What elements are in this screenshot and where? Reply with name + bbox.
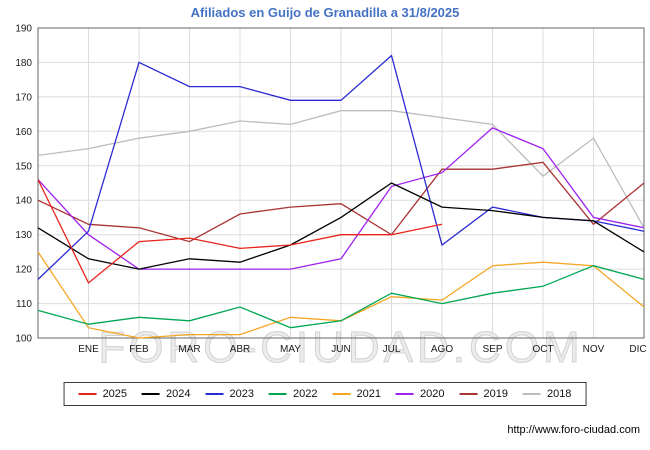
legend-swatch	[395, 393, 414, 395]
x-tick-label: JUL	[383, 344, 401, 355]
y-tick-label: 160	[15, 127, 32, 138]
line-chart: 100 110 120 130 140 150 160 170 180 190 FORO-CIUDA…	[0, 22, 650, 374]
legend-label: 2023	[229, 388, 255, 400]
legend-swatch	[522, 393, 541, 395]
y-tick-label: 130	[15, 230, 32, 241]
legend-swatch	[78, 393, 97, 395]
chart-canvas: 100 110 120 130 140 150 160 170 180 190 FORO-CIUDA…	[15, 24, 646, 373]
legend-label: 2018	[546, 388, 572, 400]
legend-swatch	[332, 393, 351, 395]
series-2018	[37, 110, 645, 229]
legend-label: 2020	[419, 388, 445, 400]
legend-label: 2021	[356, 388, 381, 400]
x-tick-label: NOV	[583, 344, 605, 355]
y-tick-label: 100	[15, 334, 32, 345]
x-tick-label: MAY	[280, 344, 301, 355]
x-tick-label: AGO	[431, 344, 453, 355]
legend-label: 2022	[293, 388, 318, 400]
legend-item-2021: 2021	[332, 388, 381, 400]
legend-item-2020: 2020	[395, 388, 445, 400]
legend-item-2019: 2019	[459, 388, 508, 400]
legend-swatch	[459, 393, 478, 395]
legend: 2025 2024 2023 2022 2021 2020 2019 2018	[63, 382, 587, 406]
series-2019	[37, 161, 645, 243]
y-tick-label: 190	[15, 24, 32, 35]
footer-url[interactable]: http://www.foro-ciudad.com	[507, 424, 640, 436]
x-tick-label: SEP	[482, 344, 502, 355]
legend-label: 2024	[166, 388, 191, 400]
series-2024	[37, 182, 645, 270]
legend-label: 2019	[483, 388, 508, 400]
x-tick-label: ABR	[230, 344, 251, 355]
x-tick-label: FEB	[129, 344, 149, 355]
y-tick-label: 180	[15, 58, 32, 69]
watermark: FORO-CIUDAD.COM	[98, 323, 583, 372]
x-tick-label: ENE	[78, 344, 99, 355]
y-tick-label: 170	[15, 92, 32, 103]
series-2025	[37, 179, 443, 284]
legend-item-2023: 2023	[205, 388, 255, 400]
legend-item-2024: 2024	[142, 388, 191, 400]
y-tick-label: 140	[15, 196, 32, 207]
y-tick-label: 120	[15, 265, 32, 276]
chart-title: Afiliados en Guijo de Granadilla a 31/8/…	[190, 5, 460, 20]
legend-swatch	[269, 393, 288, 395]
legend-swatch	[142, 393, 161, 395]
x-tick-label: DIC	[629, 344, 646, 355]
y-tick-label: 150	[15, 161, 32, 172]
legend-swatch	[205, 393, 224, 395]
x-tick-label: JUN	[331, 344, 350, 355]
series-2022	[37, 265, 645, 329]
legend-item-2022: 2022	[269, 388, 318, 400]
legend-label: 2025	[102, 388, 128, 400]
x-tick-label: OCT	[532, 344, 553, 355]
x-tick-label: MAR	[178, 344, 200, 355]
legend-item-2025: 2025	[78, 388, 128, 400]
y-tick-label: 110	[16, 299, 32, 310]
legend-item-2018: 2018	[522, 388, 572, 400]
